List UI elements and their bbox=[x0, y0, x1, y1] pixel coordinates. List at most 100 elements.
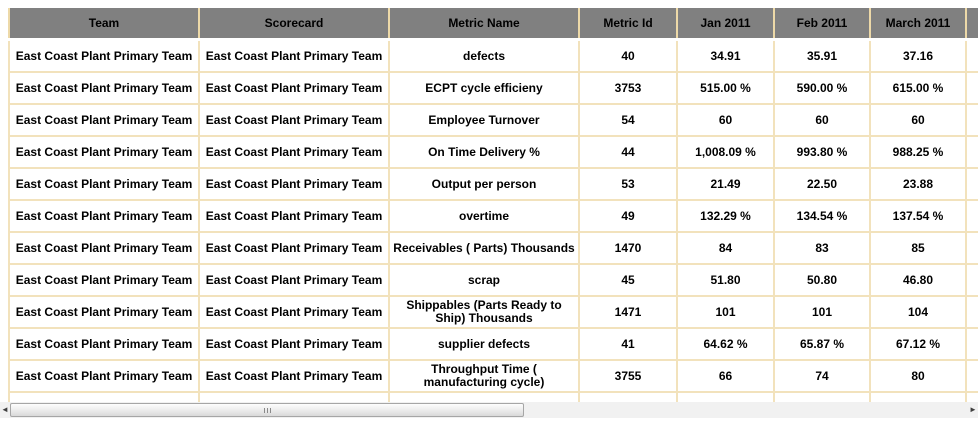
column-header-clipped[interactable] bbox=[965, 8, 978, 41]
metric-name-cell: supplier defects bbox=[388, 328, 580, 361]
clipped-cell bbox=[965, 136, 978, 169]
column-header-jan-2011[interactable]: Jan 2011 bbox=[676, 8, 775, 41]
feb-2011-value-cell: 83 bbox=[773, 232, 871, 265]
jan-2011-value-cell: 60 bbox=[676, 104, 775, 137]
scorecard-cell: East Coast Plant Primary Team bbox=[198, 296, 390, 329]
metric-name-cell: scrap bbox=[388, 264, 580, 297]
metric-name-cell: Throughput Time ( manufacturing cycle) bbox=[388, 360, 580, 393]
team-cell: East Coast Plant Primary Team bbox=[8, 168, 200, 201]
header-row: Team Scorecard Metric Name Metric Id Jan… bbox=[8, 8, 978, 41]
table-scroll-area: Team Scorecard Metric Name Metric Id Jan… bbox=[8, 8, 978, 402]
metric-name-cell: Output per person bbox=[388, 168, 580, 201]
team-cell: East Coast Plant Primary Team bbox=[8, 72, 200, 105]
jan-2011-value-cell: 51.80 bbox=[676, 264, 775, 297]
march-2011-value-cell: 615.00 % bbox=[869, 72, 967, 105]
team-cell: East Coast Plant Primary Team bbox=[8, 232, 200, 265]
team-cell: East Coast Plant Primary Team bbox=[8, 200, 200, 233]
march-2011-value-cell: 46.80 bbox=[869, 264, 967, 297]
metric-id-cell: 40 bbox=[578, 39, 678, 73]
metric-id-cell: 3753 bbox=[578, 72, 678, 105]
jan-2011-value-cell: 84 bbox=[676, 232, 775, 265]
team-cell: East Coast Plant Primary Team bbox=[8, 136, 200, 169]
column-header-metric-id[interactable]: Metric Id bbox=[578, 8, 678, 41]
metric-id-cell: 41 bbox=[578, 328, 678, 361]
column-header-scorecard[interactable]: Scorecard bbox=[198, 8, 390, 41]
column-header-march-2011[interactable]: March 2011 bbox=[869, 8, 967, 41]
team-cell: East Coast Plant Primary Team bbox=[8, 328, 200, 361]
feb-2011-value-cell: 74 bbox=[773, 360, 871, 393]
team-cell: East Coast Plant Primary Team bbox=[8, 296, 200, 329]
metric-name-cell: Shippables (Parts Ready to Ship) Thousan… bbox=[388, 296, 580, 329]
jan-2011-value-cell: 64.62 % bbox=[676, 328, 775, 361]
clipped-cell bbox=[965, 232, 978, 265]
scorecard-cell: East Coast Plant Primary Team bbox=[198, 392, 390, 402]
metric-id-cell: 1470 bbox=[578, 232, 678, 265]
clipped-cell bbox=[965, 328, 978, 361]
metric-id-cell: 3755 bbox=[578, 360, 678, 393]
team-cell: East Coast Plant Primary Team bbox=[8, 264, 200, 297]
metric-name-cell: Receivables ( Parts) Thousands bbox=[388, 232, 580, 265]
clipped-cell bbox=[965, 200, 978, 233]
feb-2011-value-cell: 22.50 bbox=[773, 168, 871, 201]
march-2011-value-cell: 67.12 % bbox=[869, 328, 967, 361]
metric-id-cell: 44 bbox=[578, 136, 678, 169]
team-cell: East Coast Plant Primary Team bbox=[8, 392, 200, 402]
metric-id-cell: 54 bbox=[578, 104, 678, 137]
jan-2011-value-cell: 66 bbox=[676, 360, 775, 393]
clipped-cell bbox=[965, 264, 978, 297]
feb-2011-value-cell: 101 bbox=[773, 296, 871, 329]
scorecard-cell: East Coast Plant Primary Team bbox=[198, 328, 390, 361]
feb-2011-value-cell: 134.54 % bbox=[773, 200, 871, 233]
march-2011-value-cell: 60 bbox=[869, 104, 967, 137]
jan-2011-value-cell: 1,008.09 % bbox=[676, 136, 775, 169]
scorecard-cell: East Coast Plant Primary Team bbox=[198, 360, 390, 393]
metric-name-cell: Uptime bbox=[388, 392, 580, 402]
march-2011-value-cell: 104 bbox=[869, 296, 967, 329]
metric-id-cell: 1471 bbox=[578, 296, 678, 329]
feb-2011-value-cell: 993.80 % bbox=[773, 136, 871, 169]
column-header-team[interactable]: Team bbox=[8, 8, 200, 41]
clipped-cell bbox=[965, 72, 978, 105]
horizontal-scrollbar[interactable]: ◄ ► bbox=[0, 402, 978, 418]
march-2011-value-cell: 80 bbox=[869, 360, 967, 393]
scorecard-cell: East Coast Plant Primary Team bbox=[198, 72, 390, 105]
metrics-table: Team Scorecard Metric Name Metric Id Jan… bbox=[8, 8, 978, 402]
team-cell: East Coast Plant Primary Team bbox=[8, 39, 200, 73]
scorecard-cell: East Coast Plant Primary Team bbox=[198, 104, 390, 137]
scorecard-cell: East Coast Plant Primary Team bbox=[198, 136, 390, 169]
scroll-right-arrow-icon[interactable]: ► bbox=[969, 405, 977, 414]
scorecard-cell: East Coast Plant Primary Team bbox=[198, 264, 390, 297]
feb-2011-value-cell: 50.80 bbox=[773, 264, 871, 297]
scorecard-cell: East Coast Plant Primary Team bbox=[198, 200, 390, 233]
feb-2011-value-cell: 60 bbox=[773, 104, 871, 137]
scroll-left-arrow-icon[interactable]: ◄ bbox=[1, 405, 9, 414]
jan-2011-value-cell: 132.29 % bbox=[676, 200, 775, 233]
column-header-metric-name[interactable]: Metric Name bbox=[388, 8, 580, 41]
feb-2011-value-cell: 590.00 % bbox=[773, 72, 871, 105]
jan-2011-value-cell: 515.00 % bbox=[676, 72, 775, 105]
metric-id-cell: 49 bbox=[578, 200, 678, 233]
horizontal-scrollbar-thumb[interactable] bbox=[10, 403, 524, 417]
grip-icon bbox=[263, 407, 272, 413]
scorecard-cell: East Coast Plant Primary Team bbox=[198, 232, 390, 265]
column-header-feb-2011[interactable]: Feb 2011 bbox=[773, 8, 871, 41]
jan-2011-value-cell: 34.91 bbox=[676, 39, 775, 73]
march-2011-value-cell: 23.88 bbox=[869, 168, 967, 201]
metric-name-cell: On Time Delivery % bbox=[388, 136, 580, 169]
clipped-cell bbox=[965, 168, 978, 201]
feb-2011-value-cell: 35.91 bbox=[773, 39, 871, 73]
metric-id-cell: 933 bbox=[578, 392, 678, 402]
jan-2011-value-cell: 21.49 bbox=[676, 168, 775, 201]
team-cell: East Coast Plant Primary Team bbox=[8, 104, 200, 137]
